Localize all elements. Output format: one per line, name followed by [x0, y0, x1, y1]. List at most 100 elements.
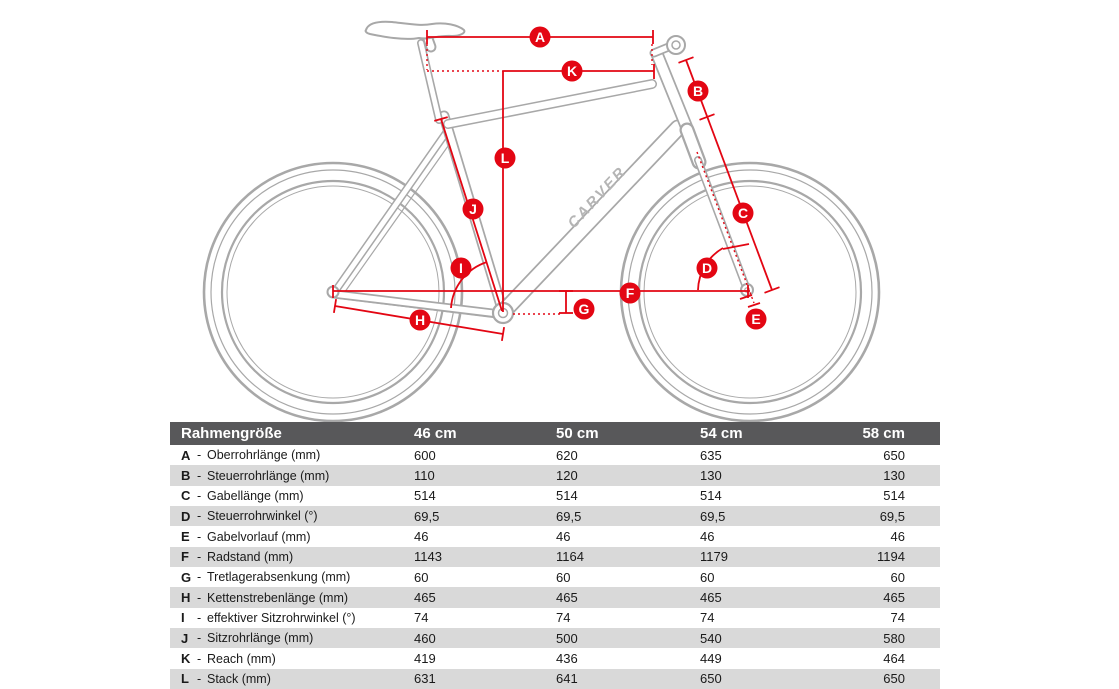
row-measure-name: Stack (mm): [207, 671, 271, 686]
dimension-lines: [332, 30, 780, 342]
row-separator: -: [197, 631, 202, 646]
table-row: C - Gabellänge (mm) 514 514 514 514: [170, 485, 940, 507]
marker-letter-I: I: [459, 260, 463, 276]
row-letter: L: [181, 671, 189, 687]
row-letter: E: [181, 529, 190, 545]
row-label: L - Stack (mm): [170, 671, 414, 686]
row-letter: K: [181, 651, 191, 667]
bike-geometry-diagram: CARVER: [202, 20, 881, 422]
row-label: C - Gabellänge (mm): [170, 488, 414, 503]
marker-letter-B: B: [693, 83, 703, 99]
value-50cm: 500: [556, 630, 578, 646]
table-header-size-50: 50 cm: [556, 425, 599, 442]
table-row: D - Steuerrohrwinkel (°) 69,5 69,5 69,5 …: [170, 506, 940, 527]
row-measure-name: Gabellänge (mm): [207, 488, 304, 503]
marker-circle-A: [529, 26, 551, 48]
marker-circle-H: [409, 309, 431, 331]
row-measure-name: Radstand (mm): [207, 549, 294, 564]
row-measure-name: Sitzrohrlänge (mm): [207, 631, 314, 646]
row-measure-name: Steuerrohrlänge (mm): [207, 468, 330, 483]
value-54cm: 74: [700, 610, 715, 626]
value-46cm: 600: [414, 447, 436, 463]
row-separator: -: [197, 509, 202, 524]
value-54cm: 130: [700, 468, 722, 484]
table-header-size-58: 58 cm: [862, 425, 905, 442]
row-label: H - Kettenstrebenlänge (mm): [170, 590, 414, 605]
value-50cm: 436: [556, 651, 578, 667]
marker-circle-C: [732, 202, 754, 224]
value-50cm: 46: [556, 529, 571, 545]
row-letter: C: [181, 488, 191, 504]
marker-circle-B: [687, 80, 709, 102]
value-46cm: 1143: [414, 549, 442, 565]
table-row: B - Steuerrohrlänge (mm) 110 120 130 130: [170, 465, 940, 486]
row-label: A - Oberrohrlänge (mm): [170, 448, 414, 463]
dim-line-K: [427, 64, 655, 79]
table-row: G - Tretlagerabsenkung (mm) 60 60 60 60: [170, 567, 940, 588]
value-46cm: 110: [414, 468, 435, 484]
table-row: H - Kettenstrebenlänge (mm) 465 465 465 …: [170, 587, 940, 608]
value-50cm: 74: [556, 610, 571, 626]
table-header-row: Rahmengröße 46 cm 50 cm 54 cm 58 cm: [170, 422, 940, 445]
seatpost: [417, 30, 443, 124]
table-row: I - effektiver Sitzrohrwinkel (°) 74 74 …: [170, 607, 940, 629]
table-body: A - Oberrohrlänge (mm) 600 620 635 650 B…: [170, 445, 940, 689]
row-separator: -: [197, 468, 202, 483]
row-letter: B: [181, 468, 191, 484]
row-separator: -: [197, 590, 202, 605]
value-58cm: 464: [883, 651, 905, 667]
geometry-table: Rahmengröße 46 cm 50 cm 54 cm 58 cm A - …: [170, 422, 940, 689]
marker-circle-I: [450, 257, 472, 279]
row-separator: -: [197, 549, 202, 564]
value-58cm: 650: [883, 671, 905, 687]
table-row: J - Sitzrohrlänge (mm) 460 500 540 580: [170, 628, 940, 649]
table-row: K - Reach (mm) 419 436 449 464: [170, 648, 940, 669]
table-row: A - Oberrohrlänge (mm) 600 620 635 650: [170, 445, 940, 466]
marker-letter-L: L: [501, 150, 510, 166]
marker-letter-G: G: [579, 301, 590, 317]
row-letter: D: [181, 508, 191, 524]
marker-letter-C: C: [738, 205, 748, 221]
value-46cm: 460: [414, 630, 436, 646]
row-measure-name: Kettenstrebenlänge (mm): [207, 590, 349, 605]
value-50cm: 465: [556, 590, 578, 606]
value-54cm: 60: [700, 569, 715, 585]
marker-circle-K: [561, 60, 583, 82]
marker-letter-J: J: [469, 201, 477, 217]
row-label: E - Gabelvorlauf (mm): [170, 529, 414, 544]
marker-letter-K: K: [567, 63, 577, 79]
value-54cm: 449: [700, 651, 722, 667]
value-46cm: 60: [414, 569, 429, 585]
row-label: F - Radstand (mm): [170, 549, 414, 564]
value-46cm: 74: [414, 610, 429, 626]
row-separator: -: [197, 610, 202, 625]
row-letter: F: [181, 549, 189, 565]
value-58cm: 465: [883, 590, 905, 606]
marker-circle-F: [619, 282, 641, 304]
value-46cm: 69,5: [414, 508, 440, 524]
marker-circle-D: [696, 257, 718, 279]
value-46cm: 514: [414, 488, 436, 504]
value-58cm: 74: [890, 610, 905, 626]
value-46cm: 419: [414, 651, 436, 667]
marker-circle-G: [573, 298, 595, 320]
value-58cm: 580: [883, 630, 905, 646]
value-50cm: 514: [556, 488, 578, 504]
value-58cm: 514: [883, 488, 905, 504]
row-measure-name: Steuerrohrwinkel (°): [207, 509, 318, 524]
marker-letter-A: A: [535, 29, 545, 45]
value-54cm: 465: [700, 590, 722, 606]
dim-line-G: [513, 290, 573, 315]
dim-line-E: [739, 294, 761, 308]
value-50cm: 620: [556, 447, 578, 463]
row-separator: -: [197, 488, 202, 503]
dim-line-F: [332, 285, 750, 298]
value-50cm: 120: [556, 468, 578, 484]
fork: [679, 122, 750, 291]
value-54cm: 1179: [700, 549, 728, 565]
value-54cm: 635: [700, 447, 722, 463]
value-50cm: 641: [556, 671, 578, 687]
marker-letter-E: E: [751, 311, 760, 327]
row-letter: I: [181, 610, 185, 626]
